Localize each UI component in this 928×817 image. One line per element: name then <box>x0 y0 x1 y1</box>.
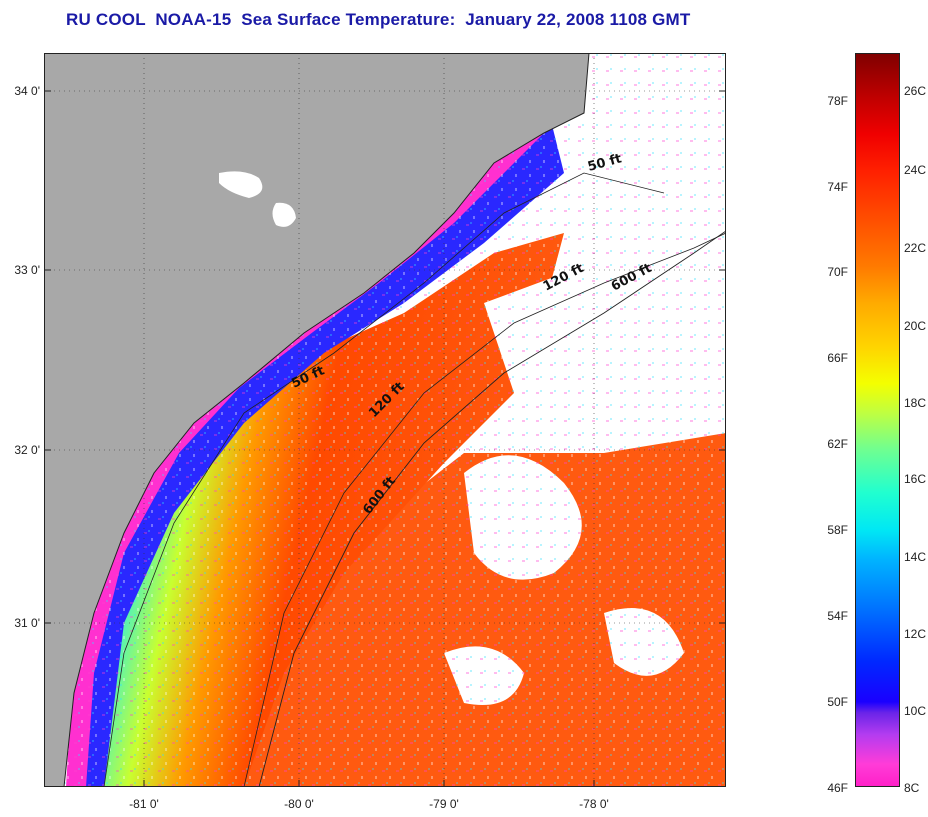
colorbar-c-24: 24C <box>904 163 927 177</box>
colorbar-c-20: 20C <box>904 319 927 333</box>
lon-label-81: -81 0' <box>129 797 159 811</box>
colorbar-f-50: 50F <box>827 695 848 709</box>
colorbar-f-62: 62F <box>827 437 848 451</box>
colorbar <box>855 53 900 787</box>
colorbar-c-26: 26C <box>904 84 927 98</box>
map-title: RU COOL NOAA-15 Sea Surface Temperature:… <box>66 10 691 29</box>
lat-label-32: 32 0' <box>14 443 40 457</box>
map-border <box>44 53 726 787</box>
colorbar-c-18: 18C <box>904 396 927 410</box>
lat-label-34: 34 0' <box>14 84 40 98</box>
colorbar-c-22: 22C <box>904 241 927 255</box>
colorbar-f-70: 70F <box>827 265 848 279</box>
contour-120ft <box>243 232 726 787</box>
lake <box>272 202 296 227</box>
sst-map[interactable]: 50 ft 120 ft 600 ft 50 ft 120 ft 600 ft <box>44 53 726 787</box>
colorbar-f-74: 74F <box>827 180 848 194</box>
contour-600ft <box>258 230 726 787</box>
contour-50ft <box>103 172 665 787</box>
lon-label-78: -78 0' <box>579 797 609 811</box>
colorbar-f-66: 66F <box>827 351 848 365</box>
colorbar-f-58: 58F <box>827 523 848 537</box>
colorbar-f-54: 54F <box>827 609 848 623</box>
colorbar-c-12: 12C <box>904 627 927 641</box>
colorbar-c-10: 10C <box>904 704 927 718</box>
lake <box>219 171 263 198</box>
coastline <box>63 53 590 787</box>
lon-label-79: -79 0' <box>429 797 459 811</box>
land-mass <box>44 53 589 787</box>
lat-label-31: 31 0' <box>14 616 40 630</box>
lat-label-33: 33 0' <box>14 263 40 277</box>
colorbar-c-14: 14C <box>904 550 927 564</box>
colorbar-f-46: 46F <box>827 781 848 795</box>
colorbar-f-78: 78F <box>827 94 848 108</box>
axis-ticks <box>44 90 726 787</box>
graticule <box>44 53 726 787</box>
colorbar-c-16: 16C <box>904 472 927 486</box>
colorbar-c-8: 8C <box>904 781 920 795</box>
lon-label-80: -80 0' <box>284 797 314 811</box>
